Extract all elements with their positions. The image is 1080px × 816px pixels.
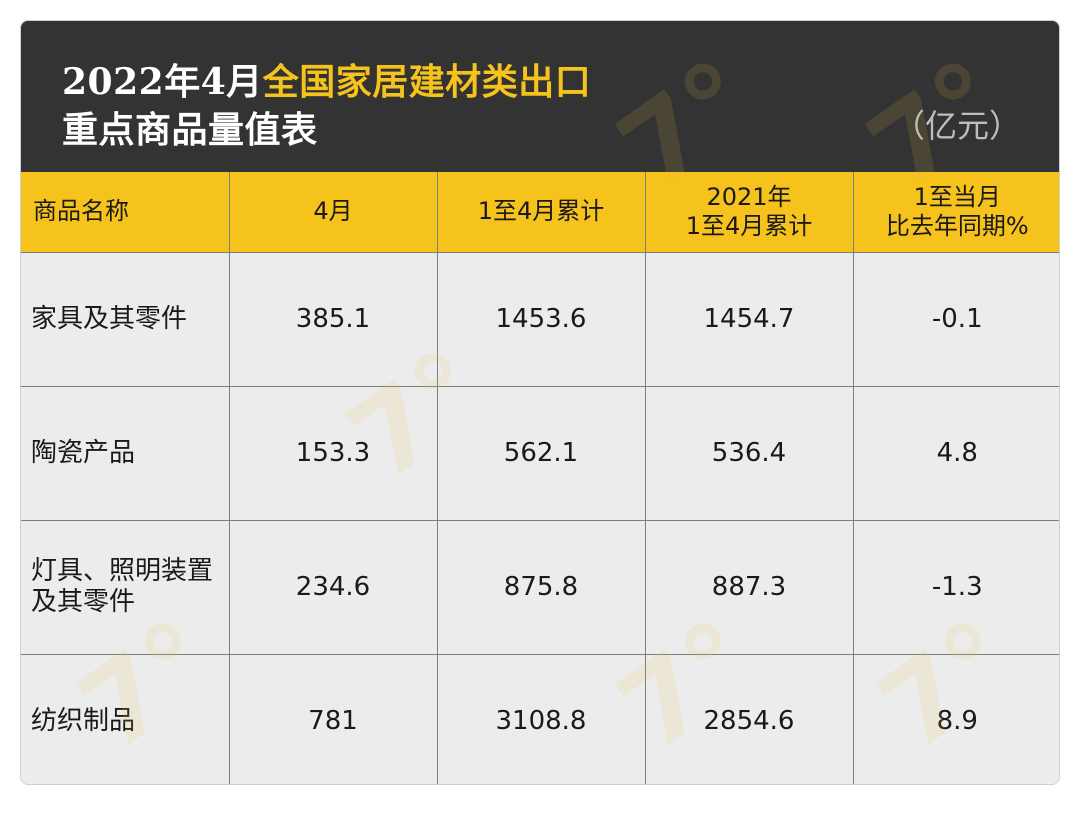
page-title: 2022年4月全国家居建材类出口 — [62, 53, 591, 105]
cell-month: 153.3 — [228, 385, 438, 521]
table-row: 灯具、照明装置 及其零件 234.6 875.8 887.3 -1.3 — [21, 519, 1059, 655]
cell-yoy: -1.3 — [852, 519, 1059, 655]
cell-yoy: 4.8 — [852, 385, 1059, 521]
table-row: 纺织制品 781 3108.8 2854.6 8.9 — [21, 653, 1059, 784]
table-row: 家具及其零件 385.1 1453.6 1454.7 -0.1 — [21, 251, 1059, 387]
cell-ytd: 3108.8 — [436, 653, 646, 784]
column-header-yoy: 1至当月 比去年同期% — [852, 172, 1059, 253]
cell-yoy: 8.9 — [852, 653, 1059, 784]
cell-ytd-2021: 1454.7 — [644, 251, 854, 387]
column-header-ytd-2021: 2021年 1至4月累计 — [644, 172, 854, 253]
column-header-ytd: 1至4月累计 — [436, 172, 646, 253]
column-header-month: 4月 — [228, 172, 438, 253]
table-row: 陶瓷产品 153.3 562.1 536.4 4.8 — [21, 385, 1059, 521]
table-card: 2022年4月全国家居建材类出口 重点商品量值表 （亿元） 商品名称 4月 1至… — [20, 20, 1060, 785]
unit-label: （亿元） — [892, 107, 1021, 145]
title-date: 2022年4月 — [62, 61, 263, 103]
cell-ytd: 1453.6 — [436, 251, 646, 387]
cell-ytd-2021: 2854.6 — [644, 653, 854, 784]
row-name: 家具及其零件 — [21, 251, 230, 387]
row-name: 陶瓷产品 — [21, 385, 230, 521]
cell-yoy: -0.1 — [852, 251, 1059, 387]
cell-month: 781 — [228, 653, 438, 784]
cell-ytd-2021: 887.3 — [644, 519, 854, 655]
cell-month: 385.1 — [228, 251, 438, 387]
page-subtitle: 重点商品量值表 — [62, 109, 318, 151]
title-highlight: 全国家居建材类出口 — [262, 61, 592, 103]
row-name: 纺织制品 — [21, 653, 230, 784]
cell-ytd: 562.1 — [436, 385, 646, 521]
cell-month: 234.6 — [228, 519, 438, 655]
cell-ytd: 875.8 — [436, 519, 646, 655]
title-header: 2022年4月全国家居建材类出口 重点商品量值表 （亿元） — [21, 21, 1059, 172]
row-name: 灯具、照明装置 及其零件 — [21, 519, 230, 655]
data-table: 商品名称 4月 1至4月累计 2021年 1至4月累计 1至当月 比去年同期% … — [21, 172, 1059, 784]
cell-ytd-2021: 536.4 — [644, 385, 854, 521]
column-header-row: 商品名称 4月 1至4月累计 2021年 1至4月累计 1至当月 比去年同期% — [21, 172, 1059, 253]
column-header-name: 商品名称 — [21, 172, 230, 253]
